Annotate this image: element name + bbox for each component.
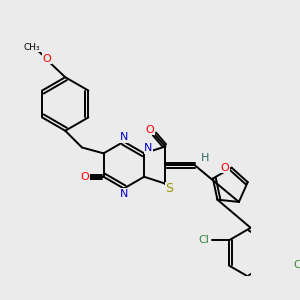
Text: O: O (81, 172, 89, 182)
Text: H: H (200, 153, 209, 164)
Text: N: N (120, 188, 128, 199)
Text: Cl: Cl (294, 260, 300, 271)
Text: O: O (146, 125, 154, 135)
Text: O: O (43, 54, 51, 64)
Text: S: S (166, 182, 173, 195)
Text: CH₃: CH₃ (23, 43, 40, 52)
Text: N: N (144, 143, 152, 153)
Text: N: N (120, 132, 128, 142)
Text: O: O (220, 163, 229, 173)
Text: Cl: Cl (198, 236, 209, 245)
